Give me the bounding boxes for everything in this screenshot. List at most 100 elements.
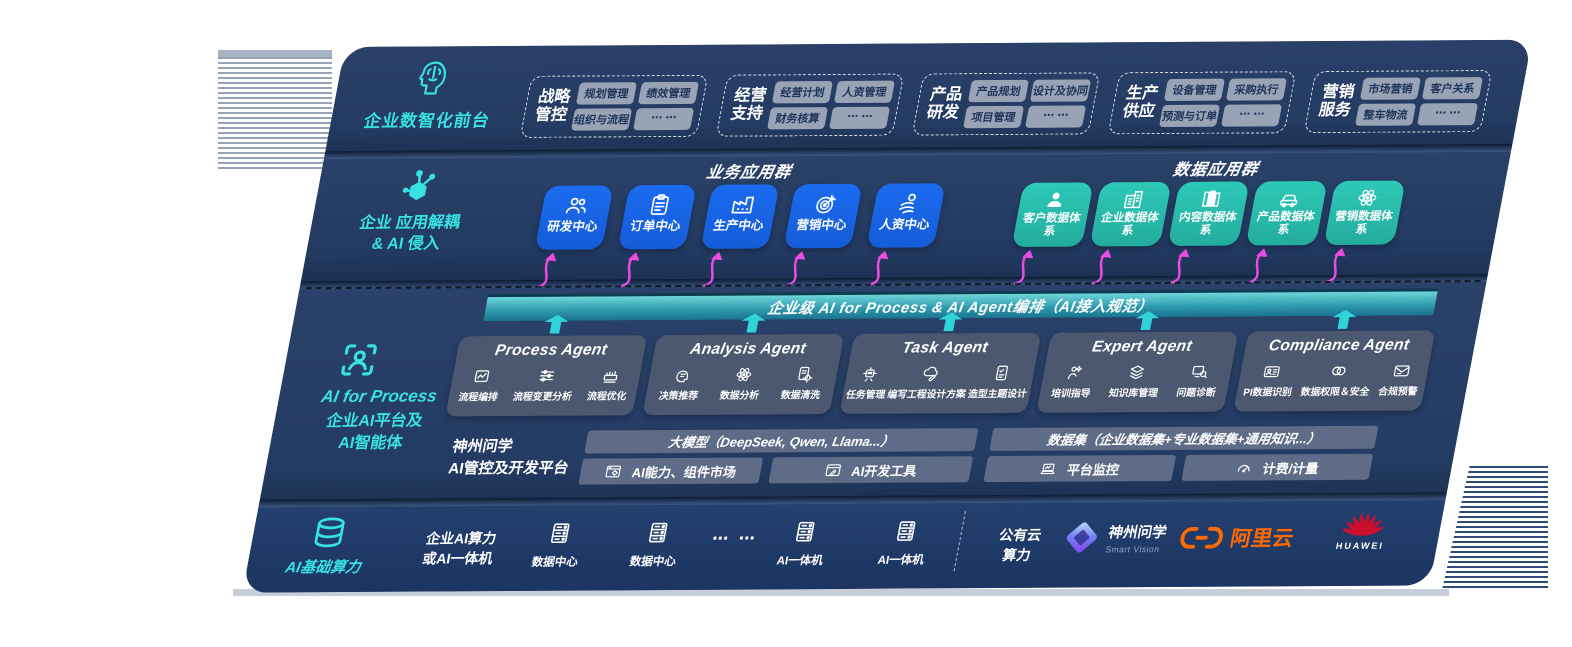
right-barcode-decoration xyxy=(1442,466,1548,590)
change-sliders-icon xyxy=(538,369,554,382)
agent-card: Process Agent 流程编排 流程变更分析 流程优化 xyxy=(445,335,648,417)
laptop-monitor-icon xyxy=(1041,463,1057,474)
hr-person-icon xyxy=(897,193,917,214)
agent-card: Analysis Agent 决策推荐 数据分析 数据清洗 xyxy=(642,333,845,416)
knowledge-layers-icon xyxy=(1129,365,1146,380)
capability-pill: 绩效管理 xyxy=(637,81,700,105)
infra-node: AI一体机 xyxy=(758,518,847,569)
diamond-logo-icon xyxy=(1066,522,1097,553)
agent-title: Task Agent xyxy=(900,339,990,357)
agent-card: Expert Agent 培训指导 知识库管理 问题诊断 xyxy=(1036,331,1239,413)
capability-pill: ⋯ ⋯ xyxy=(828,106,891,130)
app-label: 研发中心 xyxy=(546,219,599,234)
flow-arrow-icon xyxy=(702,251,723,288)
capability-pill: ⋯ ⋯ xyxy=(1220,104,1283,127)
flow-arrow-icon xyxy=(1091,249,1112,285)
infra-node: 数据中心 xyxy=(513,519,602,570)
agent-capability: 造型主题设计 xyxy=(967,364,1033,400)
domain-name: 产品 研发 xyxy=(925,85,964,122)
data-app-box: 产品数据体系 xyxy=(1245,181,1328,284)
platform-tool: AI能力、组件市场 xyxy=(578,457,764,485)
app-label: 营销数据体系 xyxy=(1333,210,1394,237)
factory-icon xyxy=(730,196,754,214)
capability-pill: 规划管理 xyxy=(575,82,638,105)
domain-name: 营销 服务 xyxy=(1317,83,1356,120)
business-app-box: 生产中心 xyxy=(700,184,780,288)
app-label: 客户数据体系 xyxy=(1021,212,1082,238)
compliance-mail-icon xyxy=(1393,365,1410,377)
agent-capability: 培训指导 xyxy=(1050,363,1096,400)
agent-capability: 任务管理 xyxy=(845,365,891,401)
agent-capability: 数据权限＆安全 xyxy=(1300,362,1375,398)
decoupling-label: 企业 应用解耦 & AI 侵入 xyxy=(357,214,462,253)
content-books-icon xyxy=(1201,190,1221,207)
product-car-icon xyxy=(1279,194,1299,208)
dataset-bar: 数据集（企业数据集+专业数据集+通用知识...） xyxy=(989,425,1379,452)
enterprise-building-icon xyxy=(1123,191,1143,209)
permission-rings-icon xyxy=(1331,366,1347,376)
flow-arrow-icon xyxy=(1013,249,1034,286)
order-clipboard-icon xyxy=(649,194,670,216)
optimize-machine-icon xyxy=(602,370,618,383)
agent-capabilities: 培训指导 知识库管理 问题诊断 xyxy=(1039,363,1233,400)
capability-pill: 设备管理 xyxy=(1163,78,1226,101)
data-app-box: 企业数据体系 xyxy=(1089,181,1172,285)
capability-pill: 人资管理 xyxy=(833,80,896,104)
data-group-title: 数据应用群 xyxy=(1171,161,1260,179)
flow-arrow-icon xyxy=(1325,247,1346,284)
front-office-domain-group: 战略 管控 规划管理 绩效管理 组织与流程 ⋯ ⋯ xyxy=(519,74,709,138)
domain-name: 战略 管控 xyxy=(533,88,572,124)
agent-capability: 编写工程设计方案 xyxy=(886,364,971,401)
capability-pill: 设计及协同 xyxy=(1029,79,1092,102)
infra-node: AI一体机 xyxy=(859,517,948,568)
capability-pill: ⋯ ⋯ xyxy=(1416,103,1479,126)
agent-title: Analysis Agent xyxy=(688,340,808,358)
business-app-box: 订单中心 xyxy=(617,184,697,288)
panel-base-edge xyxy=(233,589,1449,596)
capability-pill: 整车物流 xyxy=(1354,103,1417,126)
flow-arrow-icon xyxy=(785,251,806,287)
agent-capabilities: 任务管理 编写工程设计方案 造型主题设计 xyxy=(842,364,1036,401)
agent-capability: 流程优化 xyxy=(586,366,632,403)
agent-capability: 知识库管理 xyxy=(1108,363,1164,399)
flow-arrow-icon xyxy=(868,250,889,287)
agent-title: Expert Agent xyxy=(1090,337,1194,356)
ai-platform-label: 企业AI平台及 AI智能体 xyxy=(324,412,425,452)
app-label: 内容数据体系 xyxy=(1177,211,1238,238)
data-clean-icon xyxy=(797,366,814,383)
agent-capability: 流程编排 xyxy=(457,367,503,403)
domain-name: 生产 供应 xyxy=(1121,84,1160,121)
app-label: 订单中心 xyxy=(629,218,682,234)
capability-pills: 规划管理 绩效管理 组织与流程 ⋯ ⋯ xyxy=(571,81,700,131)
window-gear-icon xyxy=(605,465,622,477)
huawei-logo: HUAWEI xyxy=(1327,509,1399,551)
server-icon xyxy=(648,522,668,543)
agent-capabilities: 决策推荐 数据分析 数据清洗 xyxy=(645,365,839,402)
capability-pills: 设备管理 采购执行 预测与订单 ⋯ ⋯ xyxy=(1158,78,1288,128)
database-icon xyxy=(313,517,346,548)
agent-capability: 决策推荐 xyxy=(658,366,704,402)
app-label: 产品数据体系 xyxy=(1255,211,1316,237)
analysis-atom-icon xyxy=(734,366,753,383)
server-icon xyxy=(550,523,570,544)
capability-pills: 市场营销 客户关系 整车物流 ⋯ ⋯ xyxy=(1354,77,1484,126)
capability-pill: 产品规划 xyxy=(967,79,1030,103)
agent-capability: 数据分析 xyxy=(719,365,765,402)
brain-head-icon xyxy=(416,61,449,95)
flow-arrow-icon xyxy=(536,252,557,289)
capability-pill: 采购执行 xyxy=(1225,78,1288,101)
capability-pill: 预测与订单 xyxy=(1158,104,1221,128)
left-barcode-decoration xyxy=(218,50,332,170)
flow-arrow-icon xyxy=(1247,248,1268,284)
alicloud-logo: 阿里云 xyxy=(1177,522,1297,553)
front-office-domain-group: 营销 服务 市场营销 客户关系 整车物流 ⋯ ⋯ xyxy=(1303,69,1493,134)
app-label: 人资中心 xyxy=(878,217,931,232)
huawei-flower-icon xyxy=(1341,512,1386,539)
alicloud-bracket-icon xyxy=(1180,526,1223,549)
capability-pill: 市场营销 xyxy=(1359,77,1422,100)
capability-pill: 项目管理 xyxy=(963,105,1025,129)
platform-tool: AI开发工具 xyxy=(768,456,974,484)
flow-arrow-icon xyxy=(619,252,640,288)
capability-pill: 经营计划 xyxy=(771,81,834,104)
